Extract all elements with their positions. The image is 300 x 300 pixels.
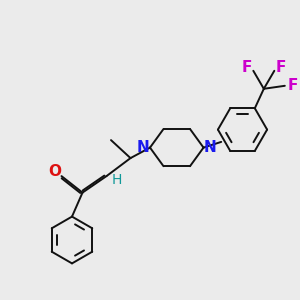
Text: F: F xyxy=(242,60,252,75)
Text: N: N xyxy=(137,140,150,155)
Text: O: O xyxy=(48,164,62,179)
Text: H: H xyxy=(112,173,122,187)
Text: F: F xyxy=(276,60,286,75)
Text: F: F xyxy=(287,78,298,93)
Text: N: N xyxy=(204,140,217,155)
